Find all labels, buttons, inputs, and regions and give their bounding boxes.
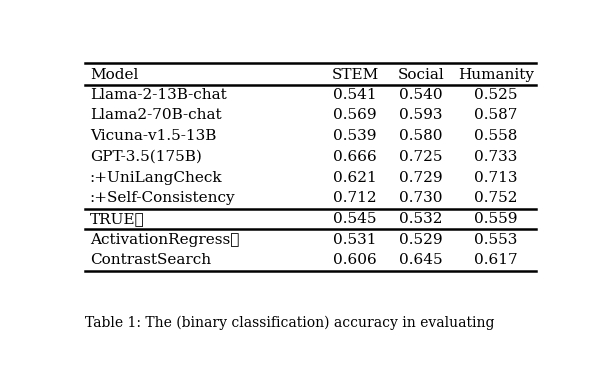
Text: 0.545: 0.545 (333, 212, 377, 226)
Text: Table 1: The (binary classification) accuracy in evaluating: Table 1: The (binary classification) acc… (85, 315, 494, 330)
Text: STEM: STEM (331, 68, 379, 82)
Text: Llama-2-13B-chat: Llama-2-13B-chat (90, 87, 227, 102)
Text: 0.733: 0.733 (474, 150, 518, 164)
Text: 0.553: 0.553 (474, 233, 518, 247)
Text: 0.593: 0.593 (399, 108, 443, 122)
Text: 0.621: 0.621 (333, 170, 377, 185)
Text: 0.580: 0.580 (399, 129, 443, 143)
Text: Humanity: Humanity (458, 68, 534, 82)
Text: 0.569: 0.569 (333, 108, 377, 122)
Text: ActivationRegress⋆: ActivationRegress⋆ (90, 233, 239, 247)
Text: 0.645: 0.645 (399, 253, 443, 267)
Text: 0.559: 0.559 (474, 212, 518, 226)
Text: 0.541: 0.541 (333, 87, 377, 102)
Text: :+UniLangCheck: :+UniLangCheck (90, 170, 222, 185)
Text: 0.532: 0.532 (399, 212, 443, 226)
Text: 0.587: 0.587 (474, 108, 518, 122)
Text: 0.713: 0.713 (474, 170, 518, 185)
Text: 0.725: 0.725 (399, 150, 443, 164)
Text: 0.729: 0.729 (399, 170, 443, 185)
Text: 0.666: 0.666 (333, 150, 377, 164)
Text: 0.617: 0.617 (474, 253, 518, 267)
Text: :+Self-Consistency: :+Self-Consistency (90, 191, 236, 205)
Text: 0.540: 0.540 (399, 87, 443, 102)
Text: Social: Social (398, 68, 444, 82)
Text: Vicuna-v1.5-13B: Vicuna-v1.5-13B (90, 129, 216, 143)
Text: 0.529: 0.529 (399, 233, 443, 247)
Text: 0.606: 0.606 (333, 253, 377, 267)
Text: 0.539: 0.539 (333, 129, 377, 143)
Text: TRUE⋆: TRUE⋆ (90, 212, 145, 226)
Text: 0.730: 0.730 (399, 191, 443, 205)
Text: 0.712: 0.712 (333, 191, 377, 205)
Text: 0.531: 0.531 (333, 233, 377, 247)
Text: GPT-3.5(175B): GPT-3.5(175B) (90, 150, 202, 164)
Text: Llama2-70B-chat: Llama2-70B-chat (90, 108, 221, 122)
Text: 0.558: 0.558 (474, 129, 518, 143)
Text: 0.525: 0.525 (474, 87, 518, 102)
Text: ContrastSearch: ContrastSearch (90, 253, 211, 267)
Text: 0.752: 0.752 (474, 191, 518, 205)
Text: Model: Model (90, 68, 138, 82)
